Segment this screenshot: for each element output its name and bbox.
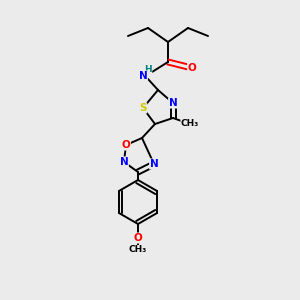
Text: S: S bbox=[139, 103, 147, 113]
Text: H: H bbox=[144, 64, 152, 74]
Text: O: O bbox=[134, 233, 142, 243]
Text: CH₃: CH₃ bbox=[129, 245, 147, 254]
Text: N: N bbox=[139, 71, 147, 81]
Text: O: O bbox=[188, 63, 196, 73]
Text: N: N bbox=[169, 98, 177, 108]
Text: O: O bbox=[122, 140, 130, 150]
Text: N: N bbox=[120, 157, 128, 167]
Text: CH₃: CH₃ bbox=[181, 119, 199, 128]
Text: N: N bbox=[150, 159, 158, 169]
